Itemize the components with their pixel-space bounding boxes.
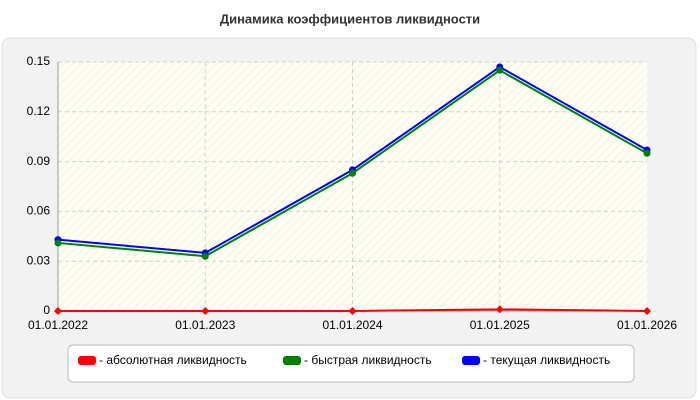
x-tick-label: 01.01.2023	[175, 318, 235, 332]
data-point	[348, 307, 357, 315]
plot-area	[58, 62, 647, 311]
data-point	[643, 307, 651, 315]
y-tick-label: 0.09	[27, 154, 51, 168]
data-point	[201, 307, 210, 315]
data-point	[495, 305, 504, 314]
data-point	[54, 239, 62, 247]
legend-swatch	[78, 356, 96, 365]
data-point	[349, 169, 356, 177]
y-tick-label: 0.03	[27, 253, 51, 267]
y-tick-label: 0	[43, 303, 50, 317]
x-tick-label: 01.01.2024	[322, 318, 382, 332]
legend-label: - текущая ликвидность	[483, 353, 610, 367]
legend-label: - абсолютная ликвидность	[99, 353, 247, 367]
data-point	[496, 66, 504, 74]
data-point	[643, 149, 651, 157]
y-tick-label: 0.15	[27, 54, 51, 68]
legend-label: - быстрая ликвидность	[304, 353, 432, 367]
x-tick-label: 01.01.2026	[617, 318, 677, 332]
y-tick-label: 0.06	[27, 204, 51, 218]
legend	[67, 344, 635, 383]
data-point	[201, 252, 209, 260]
legend-swatch	[283, 356, 301, 365]
chart-title: Динамика коэффициентов ликвидности	[220, 11, 480, 26]
legend-swatch	[462, 356, 480, 365]
x-tick-label: 01.01.2025	[470, 318, 530, 332]
x-tick-label: 01.01.2022	[28, 318, 88, 332]
y-tick-label: 0.12	[27, 104, 51, 118]
data-point	[54, 307, 62, 315]
